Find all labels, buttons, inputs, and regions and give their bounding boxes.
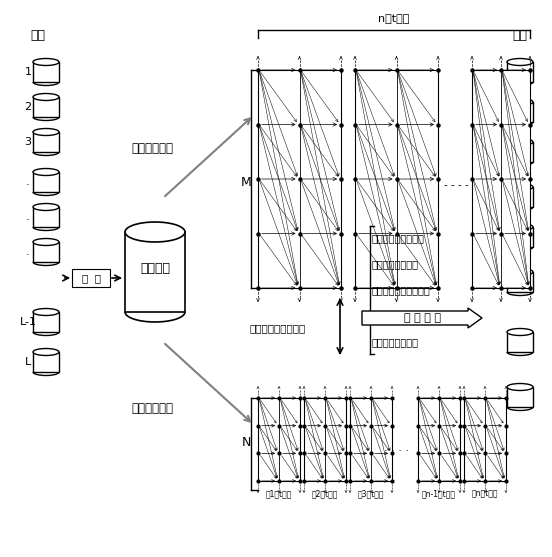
FancyBboxPatch shape — [258, 70, 341, 288]
Text: 第2个t时段: 第2个t时段 — [312, 490, 338, 499]
Text: 时段末蓄能边界耦合: 时段末蓄能边界耦合 — [250, 323, 306, 333]
FancyBboxPatch shape — [33, 352, 59, 372]
FancyBboxPatch shape — [125, 232, 185, 312]
Text: - - - -: - - - - — [444, 180, 469, 190]
Ellipse shape — [507, 384, 533, 390]
FancyBboxPatch shape — [418, 398, 460, 481]
Text: 第3个t时段: 第3个t时段 — [358, 490, 384, 499]
FancyBboxPatch shape — [33, 97, 59, 117]
Text: 长期优化调度: 长期优化调度 — [131, 141, 173, 154]
Text: .: . — [26, 212, 30, 222]
Text: L: L — [25, 357, 31, 367]
Text: N: N — [242, 436, 251, 448]
FancyBboxPatch shape — [72, 269, 110, 287]
Text: 水库防洪约束条件: 水库防洪约束条件 — [372, 337, 419, 347]
Text: .: . — [26, 177, 30, 187]
Text: n个t时段: n个t时段 — [378, 14, 410, 24]
FancyBboxPatch shape — [33, 172, 59, 192]
Text: 聚合水库: 聚合水库 — [140, 261, 170, 275]
Text: 数值气象水文预报: 数值气象水文预报 — [372, 259, 419, 269]
FancyBboxPatch shape — [507, 142, 533, 162]
Text: . . . .: . . . . — [385, 443, 410, 453]
FancyBboxPatch shape — [33, 62, 59, 82]
FancyBboxPatch shape — [507, 62, 533, 82]
Text: 第n个t时段: 第n个t时段 — [472, 490, 498, 499]
Text: 水库防洪调度规则: 水库防洪调度规则 — [372, 311, 419, 321]
Text: 聚  合: 聚 合 — [82, 273, 100, 283]
Text: M: M — [240, 175, 251, 188]
FancyBboxPatch shape — [507, 187, 533, 207]
Ellipse shape — [33, 169, 59, 175]
Ellipse shape — [33, 238, 59, 246]
Text: 2: 2 — [24, 102, 31, 112]
Ellipse shape — [33, 129, 59, 135]
FancyBboxPatch shape — [33, 207, 59, 227]
FancyBboxPatch shape — [507, 332, 533, 352]
Ellipse shape — [507, 329, 533, 335]
Text: 1: 1 — [24, 67, 31, 77]
FancyBboxPatch shape — [507, 272, 533, 292]
Text: 短期优化调度: 短期优化调度 — [131, 402, 173, 414]
Text: 分 解 协 调: 分 解 协 调 — [404, 313, 440, 323]
Text: 3: 3 — [24, 137, 31, 147]
Ellipse shape — [33, 203, 59, 211]
FancyBboxPatch shape — [507, 227, 533, 247]
Text: 水库: 水库 — [512, 28, 528, 42]
Text: 聚合水库短期预蓄库容: 聚合水库短期预蓄库容 — [372, 285, 431, 295]
FancyBboxPatch shape — [304, 398, 346, 481]
Text: .: . — [26, 247, 30, 257]
Ellipse shape — [125, 222, 185, 242]
Ellipse shape — [33, 349, 59, 355]
FancyBboxPatch shape — [472, 70, 530, 288]
Ellipse shape — [507, 223, 533, 231]
FancyArrow shape — [362, 308, 482, 328]
FancyBboxPatch shape — [258, 398, 300, 481]
FancyBboxPatch shape — [33, 242, 59, 262]
Ellipse shape — [507, 183, 533, 190]
FancyBboxPatch shape — [355, 70, 438, 288]
FancyBboxPatch shape — [33, 312, 59, 332]
Text: 水库: 水库 — [30, 28, 45, 42]
Ellipse shape — [33, 309, 59, 315]
FancyBboxPatch shape — [350, 398, 392, 481]
FancyBboxPatch shape — [464, 398, 506, 481]
Ellipse shape — [507, 139, 533, 145]
Text: 第n-1个t时段: 第n-1个t时段 — [422, 490, 456, 499]
Ellipse shape — [33, 58, 59, 66]
Text: L-1: L-1 — [19, 317, 36, 327]
FancyBboxPatch shape — [507, 102, 533, 122]
Ellipse shape — [507, 58, 533, 66]
Text: 第1个t时段: 第1个t时段 — [266, 490, 292, 499]
Text: 聚合水库长期调度图: 聚合水库长期调度图 — [372, 233, 425, 243]
Ellipse shape — [507, 99, 533, 105]
FancyBboxPatch shape — [507, 387, 533, 407]
Ellipse shape — [507, 268, 533, 276]
FancyBboxPatch shape — [33, 132, 59, 152]
Ellipse shape — [33, 94, 59, 100]
